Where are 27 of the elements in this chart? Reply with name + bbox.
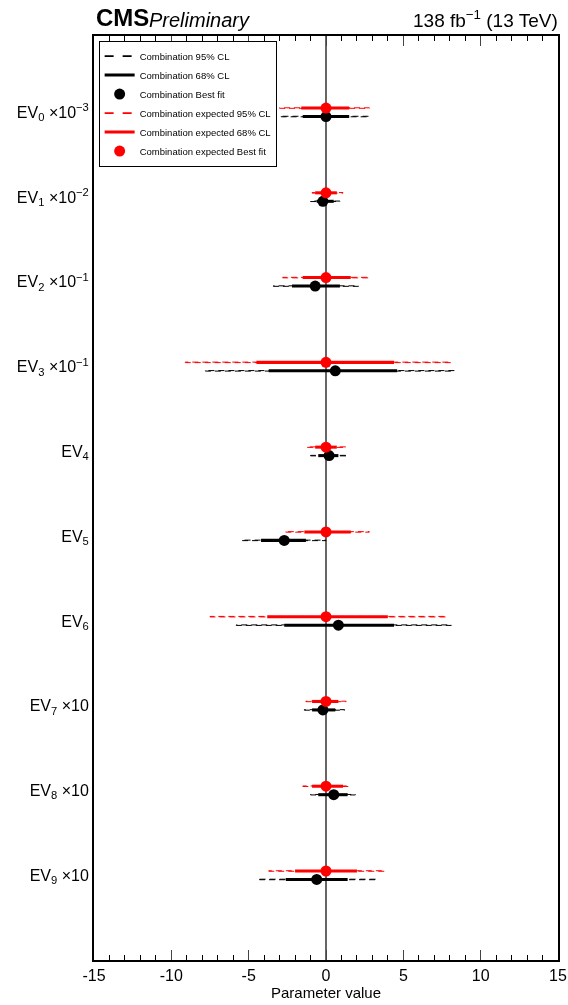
x-tick-label: 10 <box>471 967 490 985</box>
legend-label: Combination expected Best fit <box>139 145 267 157</box>
legend-label: Combination Best fit <box>139 88 226 100</box>
y-tick-label: EV$_{2}$ ×10$^{−1}$ <box>16 270 89 293</box>
chart-title: CMS <box>96 4 150 31</box>
y-tick-label: EV$_{8}$ ×10 <box>29 782 89 802</box>
x-tick-label: -15 <box>82 967 106 985</box>
legend-label: Combination expected 68% CL <box>139 126 271 138</box>
x-tick-label: 0 <box>321 967 331 985</box>
x-tick-label: -5 <box>241 967 256 985</box>
y-tick-label: EV$_{0}$ ×10$^{−3}$ <box>16 101 89 124</box>
x-axis-title: Parameter value <box>270 984 382 1002</box>
x-tick-label: -10 <box>159 967 183 985</box>
y-tick-label: EV$_{3}$ ×10$^{−1}$ <box>16 355 89 378</box>
y-tick-label: EV$_{5}$ <box>61 527 89 548</box>
text: 138 fb$^{−1}$ (13 TeV) <box>413 7 558 31</box>
chart-subtitle: Preliminary <box>149 9 251 31</box>
legend-label: Combination 95% CL <box>139 50 230 62</box>
x-tick-label: 15 <box>549 967 567 985</box>
y-tick-label: EV$_{9}$ ×10 <box>29 866 89 887</box>
legend-label: Combination expected 95% CL <box>139 107 271 119</box>
legend-label: Combination 68% CL <box>139 69 230 81</box>
y-tick-label: EV$_{4}$ <box>61 442 89 463</box>
x-tick-label: 5 <box>398 967 408 985</box>
y-tick-label: EV$_{6}$ <box>61 612 89 632</box>
y-tick-label: EV$_{7}$ ×10 <box>29 697 89 717</box>
y-tick-label: EV$_{1}$ ×10$^{−2}$ <box>16 185 89 209</box>
